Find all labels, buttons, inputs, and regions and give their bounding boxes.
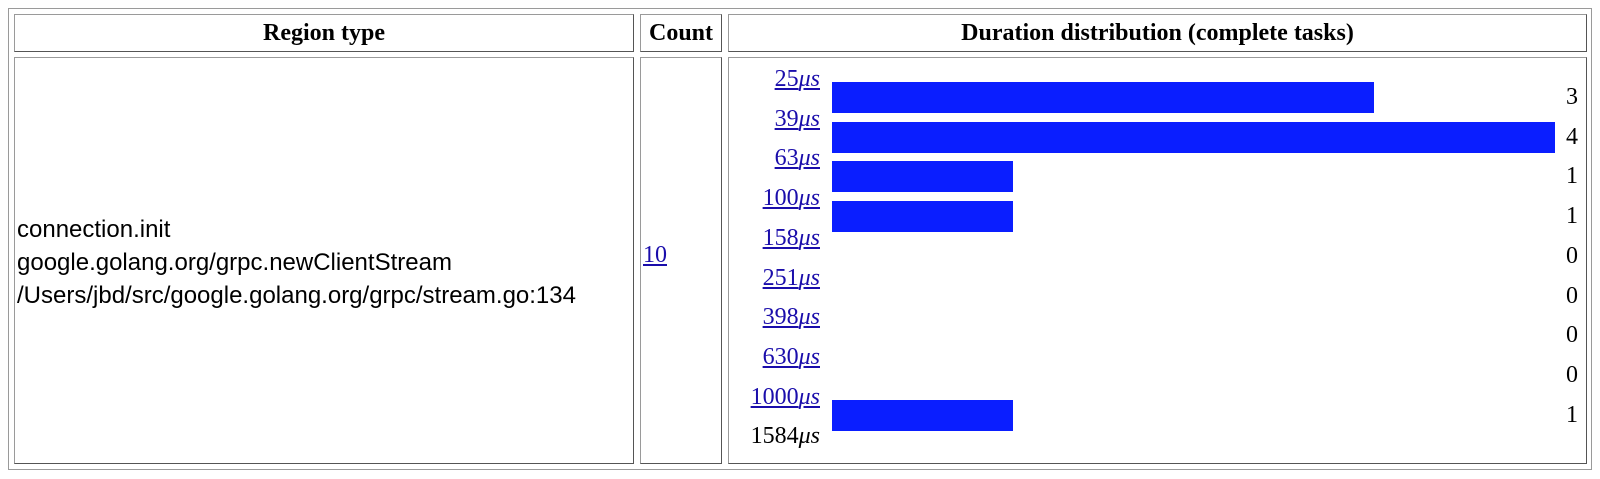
bucket-label-39[interactable]: 39μs (774, 105, 820, 132)
region-function: google.golang.org/grpc.newClientStream (17, 249, 452, 276)
header-region-type: Region type (14, 14, 634, 52)
bucket-label-1000[interactable]: 1000μs (750, 383, 820, 410)
count-cell: 10 (640, 57, 722, 464)
header-count-label: Count (648, 19, 714, 46)
header-duration-label: Duration distribution (complete tasks) (961, 19, 1354, 46)
histogram-bar (832, 82, 1374, 113)
bucket-count: 0 (1566, 282, 1578, 309)
header-duration-distribution: Duration distribution (complete tasks) (728, 14, 1587, 52)
bucket-count: 1 (1566, 203, 1578, 230)
region-type-text: connection.init google.golang.org/grpc.n… (17, 213, 576, 312)
bucket-label-1584: 1584μs (750, 423, 820, 450)
region-name: connection.init (17, 216, 171, 243)
bucket-label-251[interactable]: 251μs (762, 264, 820, 291)
count-link[interactable]: 10 (643, 242, 667, 268)
histogram-bar (832, 201, 1013, 233)
bucket-count: 0 (1566, 242, 1578, 269)
header-count: Count (640, 14, 722, 52)
histogram-bar (832, 161, 1013, 193)
bucket-count: 4 (1566, 123, 1578, 150)
duration-distribution-cell (728, 57, 1587, 464)
bucket-label-100[interactable]: 100μs (762, 185, 820, 212)
bucket-count: 1 (1566, 163, 1578, 190)
region-location: /Users/jbd/src/google.golang.org/grpc/st… (17, 282, 576, 309)
bucket-label-630[interactable]: 630μs (762, 343, 820, 370)
bucket-count: 3 (1566, 84, 1578, 110)
bucket-label-63[interactable]: 63μs (774, 145, 820, 172)
region-table (8, 8, 1592, 470)
histogram-bar (832, 399, 1013, 431)
header-region-type-label: Region type (263, 19, 385, 46)
bucket-label-25[interactable]: 25μs (774, 66, 820, 92)
bucket-count: 0 (1566, 322, 1578, 349)
bucket-label-398[interactable]: 398μs (762, 304, 820, 331)
bucket-count: 1 (1566, 401, 1578, 428)
bucket-label-158[interactable]: 158μs (762, 224, 820, 251)
bucket-count: 0 (1566, 361, 1578, 388)
histogram-bar (832, 121, 1555, 153)
region-type-cell: connection.init google.golang.org/grpc.n… (14, 57, 634, 464)
